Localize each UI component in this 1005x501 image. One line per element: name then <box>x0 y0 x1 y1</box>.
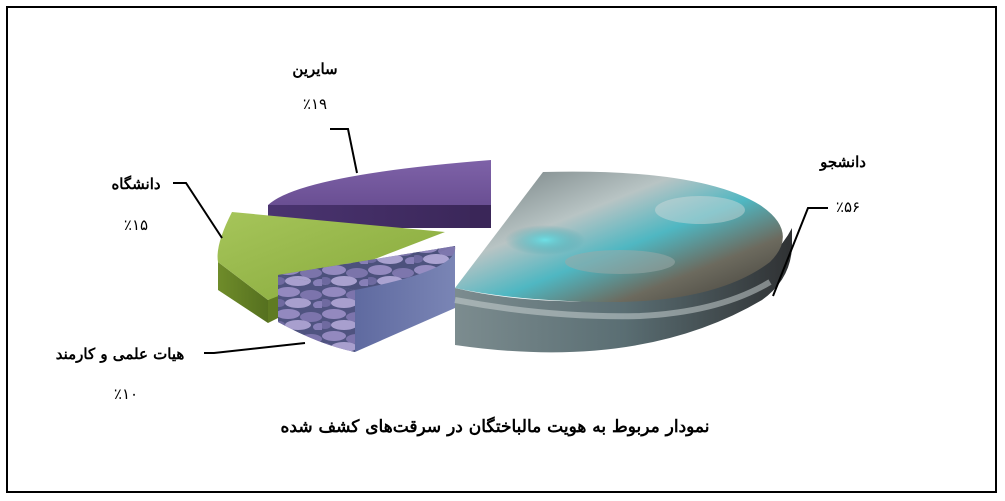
leader-line-university <box>173 182 223 239</box>
leader-line-student <box>772 207 828 297</box>
label-others: سایرین <box>292 60 337 78</box>
slice-faculty-staff <box>278 246 456 352</box>
slice-student <box>454 171 792 353</box>
pct-university: ٪۱۵ <box>124 216 148 234</box>
leader-line-others <box>330 128 358 174</box>
pct-others: ٪۱۹ <box>303 95 327 113</box>
slice-university <box>217 212 445 323</box>
pct-faculty-staff: ٪۱۰ <box>114 385 138 403</box>
slice-others <box>268 160 491 228</box>
label-faculty-staff: هیات علمی و کارمند <box>56 345 185 363</box>
chart-title: نمودار مربوط به هویت مالباختگان در سرقت‌… <box>280 416 709 437</box>
label-student: دانشجو <box>819 153 866 171</box>
pct-student: ٪۵۶ <box>836 198 860 216</box>
leader-line-faculty-staff <box>204 342 306 354</box>
label-university: دانشگاه <box>111 175 160 193</box>
